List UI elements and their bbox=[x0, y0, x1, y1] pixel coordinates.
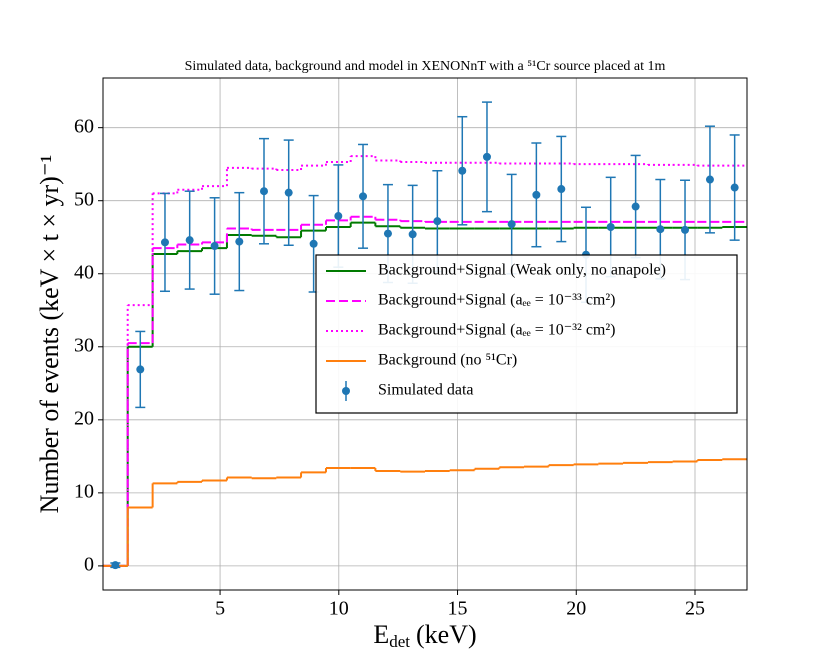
data-point bbox=[359, 192, 368, 201]
x-tick-label: 20 bbox=[566, 598, 586, 620]
chart-title: Simulated data, background and model in … bbox=[185, 59, 666, 74]
legend-swatch bbox=[342, 387, 350, 395]
data-point bbox=[210, 241, 219, 250]
data-point bbox=[383, 229, 392, 238]
data-point bbox=[185, 236, 194, 245]
data-point bbox=[408, 230, 417, 239]
legend-label: Background (no ⁵¹Cr) bbox=[378, 352, 517, 369]
data-point bbox=[705, 175, 714, 184]
step-series bbox=[103, 155, 747, 567]
x-tick-label: 5 bbox=[215, 598, 225, 620]
data-point bbox=[334, 212, 343, 221]
y-tick-label: 50 bbox=[74, 188, 94, 210]
x-tick-label: 15 bbox=[448, 598, 468, 620]
data-point bbox=[606, 222, 615, 231]
step-series bbox=[103, 458, 747, 567]
legend-label: Background+Signal (aₑₑ = 10⁻³² cm²) bbox=[378, 322, 615, 339]
data-point bbox=[260, 187, 268, 196]
data-point bbox=[136, 365, 145, 374]
legend-box bbox=[315, 254, 738, 414]
legend-label: Background+Signal (Weak only, no anapole… bbox=[378, 262, 666, 279]
data-point bbox=[532, 190, 541, 199]
data-point bbox=[557, 185, 566, 194]
data-point bbox=[284, 188, 293, 197]
data-point bbox=[656, 225, 665, 234]
data-point bbox=[507, 220, 516, 229]
legend: Background+Signal (Weak only, no anapole… bbox=[315, 254, 738, 414]
x-tick-label: 10 bbox=[329, 598, 349, 620]
y-tick-label: 10 bbox=[74, 480, 94, 502]
data-point bbox=[730, 183, 739, 192]
y-tick-label: 60 bbox=[74, 115, 94, 137]
data-point bbox=[160, 238, 169, 247]
data-point bbox=[482, 152, 491, 161]
x-tick-label: 25 bbox=[685, 598, 705, 620]
x-label-sub: det bbox=[389, 632, 410, 651]
data-point bbox=[681, 225, 690, 234]
data-point bbox=[111, 561, 120, 570]
x-label-unit: (keV) bbox=[416, 620, 477, 649]
legend-label: Background+Signal (aₑₑ = 10⁻³³ cm²) bbox=[378, 292, 615, 309]
y-tick-label: 40 bbox=[74, 261, 94, 283]
data-point bbox=[631, 202, 640, 211]
y-tick-label: 30 bbox=[74, 334, 94, 356]
data-point bbox=[458, 166, 467, 175]
data-point bbox=[235, 237, 244, 246]
data-point bbox=[433, 217, 442, 226]
data-point bbox=[309, 239, 318, 248]
y-axis-label: Number of events (keV × t × yr)⁻¹ bbox=[35, 155, 64, 514]
x-axis-label: Edet (keV) bbox=[373, 620, 476, 651]
legend-label: Simulated data bbox=[378, 382, 474, 399]
y-tick-label: 0 bbox=[84, 553, 94, 575]
x-label-main: E bbox=[373, 620, 389, 649]
plot-frame bbox=[102, 77, 748, 591]
y-tick-label: 20 bbox=[74, 407, 94, 429]
